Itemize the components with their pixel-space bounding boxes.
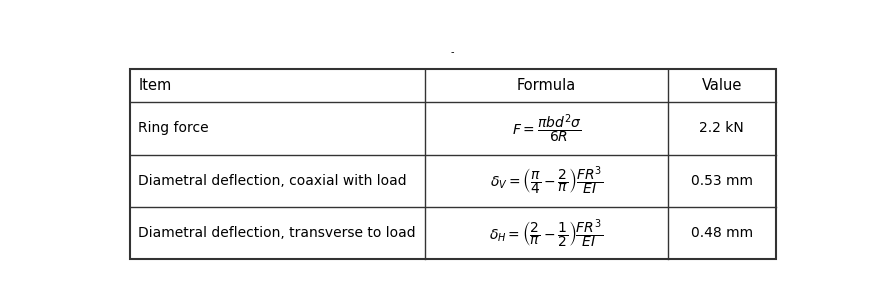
Text: $\delta_H = \left(\dfrac{2}{\pi} - \dfrac{1}{2}\right)\dfrac{FR^3}{EI}$: $\delta_H = \left(\dfrac{2}{\pi} - \dfra… bbox=[489, 217, 604, 250]
Text: 0.53 mm: 0.53 mm bbox=[691, 174, 752, 188]
Text: 0.48 mm: 0.48 mm bbox=[691, 226, 752, 240]
Text: Ring force: Ring force bbox=[139, 121, 209, 135]
Bar bbox=[130, 69, 775, 259]
Text: 2.2 kN: 2.2 kN bbox=[699, 121, 744, 135]
Text: Diametral deflection, coaxial with load: Diametral deflection, coaxial with load bbox=[139, 174, 407, 188]
Text: -: - bbox=[451, 47, 454, 57]
Text: Value: Value bbox=[701, 78, 742, 93]
Text: Diametral deflection, transverse to load: Diametral deflection, transverse to load bbox=[139, 226, 416, 240]
Text: $\delta_V = \left(\dfrac{\pi}{4} - \dfrac{2}{\pi}\right)\dfrac{FR^3}{EI}$: $\delta_V = \left(\dfrac{\pi}{4} - \dfra… bbox=[490, 164, 603, 197]
Text: $F = \dfrac{\pi b d^2 \sigma}{6R}$: $F = \dfrac{\pi b d^2 \sigma}{6R}$ bbox=[511, 112, 581, 145]
Text: Item: Item bbox=[139, 78, 171, 93]
Text: Formula: Formula bbox=[517, 78, 576, 93]
